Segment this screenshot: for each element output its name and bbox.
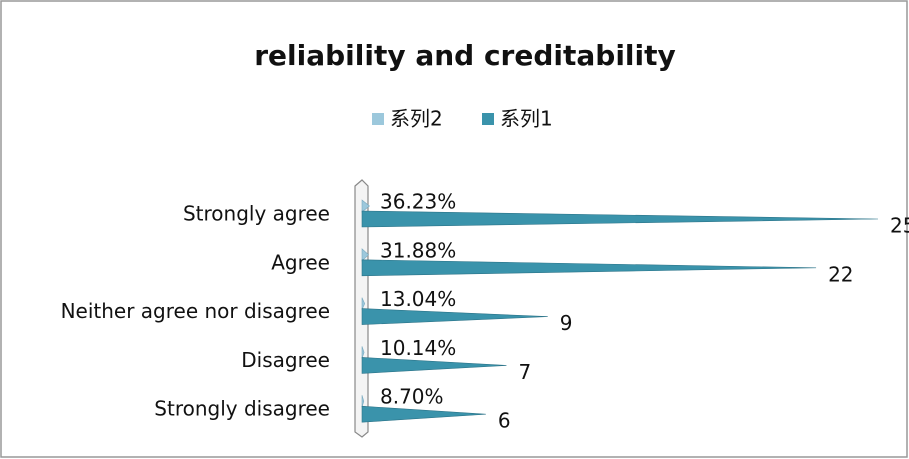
y-tick-label: Agree [271, 250, 330, 274]
y-tick-label: Neither agree nor disagree [61, 299, 330, 323]
bar [361, 395, 365, 408]
data-label: 10.14% [380, 336, 456, 360]
data-label: 36.23% [380, 190, 456, 214]
legend-label: 系列1 [500, 107, 553, 131]
bar [361, 357, 507, 374]
data-label: 6 [498, 409, 511, 433]
bar [361, 346, 365, 359]
data-label: 31.88% [380, 238, 456, 262]
data-label: 22 [828, 262, 853, 286]
bar [361, 259, 817, 277]
legend-swatch [482, 113, 494, 125]
bar [361, 308, 548, 325]
y-tick-label: Disagree [241, 348, 330, 372]
y-tick-label: Strongly agree [183, 202, 330, 226]
data-label: 7 [518, 360, 531, 384]
bar [361, 210, 879, 228]
data-label: 8.70% [380, 385, 444, 409]
chart-title: reliability and creditability [254, 39, 676, 72]
bar [361, 199, 370, 213]
bar [361, 405, 486, 423]
data-label: 25 [890, 214, 909, 238]
legend-swatch [372, 113, 384, 125]
y-tick-label: Strongly disagree [154, 397, 330, 421]
data-label: 9 [560, 311, 573, 335]
legend-label: 系列2 [390, 107, 443, 131]
bar [361, 248, 370, 262]
bar [361, 297, 366, 310]
data-label: 13.04% [380, 287, 456, 311]
